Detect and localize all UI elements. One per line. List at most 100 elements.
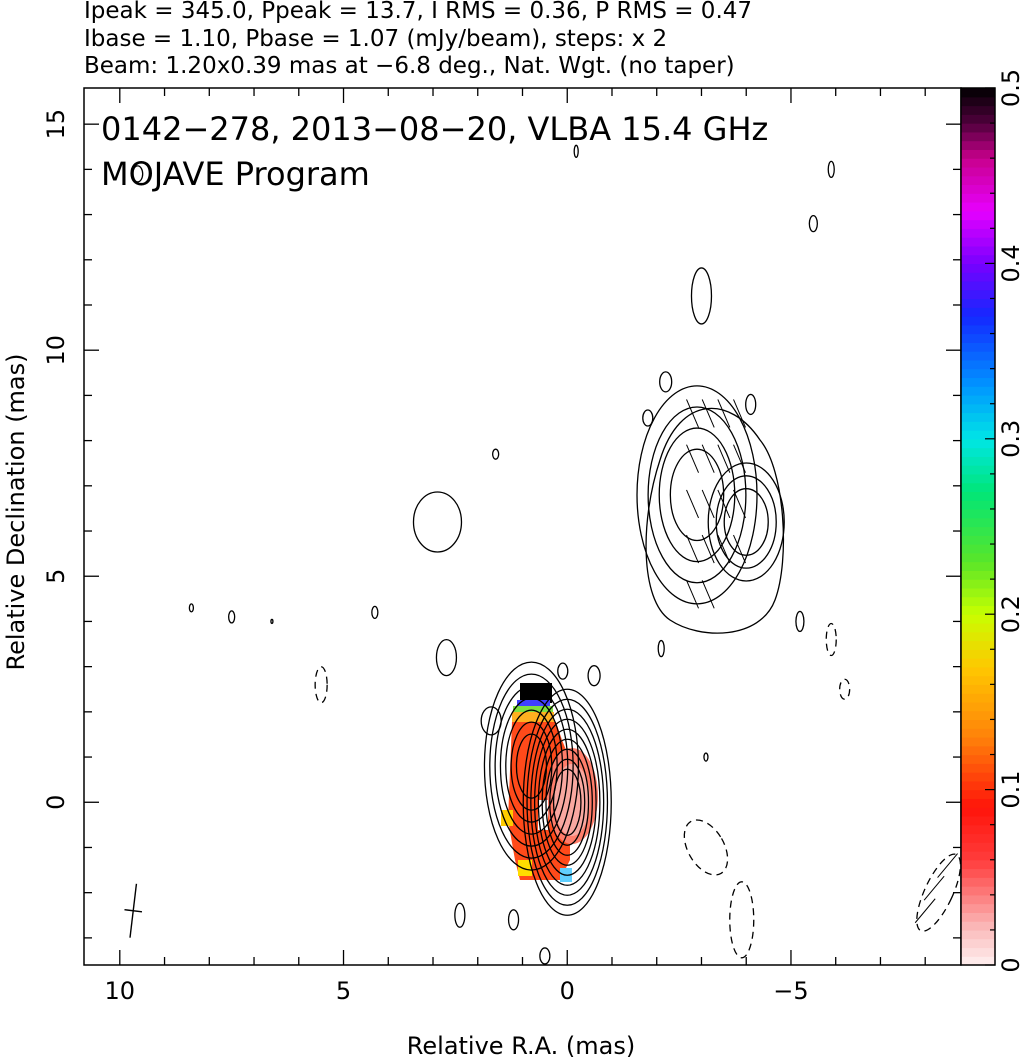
inner-jet-contour <box>510 721 553 811</box>
evpa-tick <box>717 534 731 564</box>
noise-contour <box>808 214 818 233</box>
colorbar-segment <box>961 508 995 519</box>
jet-knot-B-contour <box>707 462 785 582</box>
pol-blue-band <box>517 700 550 708</box>
colorbar-segment <box>961 675 995 685</box>
noise-contour <box>492 448 500 460</box>
colorbar-segment <box>961 105 995 115</box>
colorbar-segment <box>961 798 995 808</box>
colorbar-segment <box>961 316 995 326</box>
y-axis-label: Relative Declination (mas) <box>2 353 30 670</box>
colorbar-frame <box>960 87 996 966</box>
colorbar-segment <box>961 272 995 282</box>
colorbar-segment <box>961 219 995 229</box>
negative-contour <box>314 666 328 704</box>
colorbar-segment <box>961 789 995 799</box>
colorbar-segment <box>961 921 995 931</box>
colorbar-segment <box>961 263 995 273</box>
colorbar-tick-label: 0.2 <box>997 595 1022 633</box>
y-tick-label: 10 <box>42 335 70 366</box>
inner-jet-contour <box>505 709 558 823</box>
noise-contour <box>703 752 709 762</box>
noise-contour <box>690 267 713 325</box>
x-tick-label: 0 <box>560 977 575 1005</box>
colorbar-segment <box>961 456 995 466</box>
negative-contour <box>683 819 729 876</box>
beam-minor-axis <box>124 909 143 913</box>
pol-lower-yellow <box>518 860 532 876</box>
colorbar-segment <box>961 658 995 668</box>
noise-contour <box>454 902 466 928</box>
colorbar-segment <box>961 736 995 747</box>
colorbar-segment <box>961 307 995 317</box>
evpa-tick <box>686 489 699 519</box>
noise-contour <box>657 639 665 658</box>
core-contour <box>541 738 593 866</box>
colorbar-segment <box>961 394 995 405</box>
colorbar-segment <box>961 894 995 905</box>
map-title: 0142−278, 2013−08−20, VLBA 15.4 GHz <box>101 110 768 148</box>
colorbar-tick-label: 0.1 <box>997 771 1022 809</box>
beam-marker <box>124 883 143 938</box>
colorbar-segment <box>961 605 995 615</box>
colorbar-segment <box>961 938 995 949</box>
colorbar-segment <box>961 684 995 694</box>
evpa-tick <box>686 399 699 428</box>
colorbar-segment <box>961 772 995 782</box>
colorbar-segment <box>961 149 995 159</box>
colorbar-segment <box>961 596 995 607</box>
header-stats-line-1: Ipeak = 345.0, Ppeak = 13.7, I RMS = 0.3… <box>84 0 753 24</box>
colorbar-segment <box>961 368 995 379</box>
colorbar-segment <box>961 754 995 764</box>
colorbar-segment <box>961 877 995 887</box>
colorbar-segment <box>961 491 995 501</box>
colorbar-segment <box>961 447 995 457</box>
colorbar-segment <box>961 342 995 352</box>
intensity-contours <box>132 144 961 965</box>
evpa-tick <box>733 444 746 473</box>
evpa-tick <box>717 399 731 428</box>
colorbar-segment <box>961 88 995 98</box>
colorbar-segment <box>961 842 995 852</box>
evpa-vectors <box>686 399 958 924</box>
map-subtitle: MOJAVE Program <box>101 155 370 193</box>
colorbar-segment <box>961 202 995 212</box>
colorbar-segment <box>961 535 995 545</box>
noise-contour <box>412 491 463 553</box>
core-contour <box>537 728 597 876</box>
noise-contour <box>573 144 579 158</box>
colorbar-segment <box>961 526 995 536</box>
colorbar-segment <box>961 570 995 580</box>
evpa-tick <box>701 444 715 473</box>
colorbar-segment <box>961 359 995 370</box>
evpa-tick <box>733 534 746 564</box>
evpa-tick <box>914 898 936 924</box>
colorbar-segment <box>961 579 995 589</box>
noise-contour <box>480 706 502 736</box>
evpa-tick <box>717 489 731 519</box>
colorbar-segment <box>961 552 995 563</box>
pol-core-pink <box>554 764 590 836</box>
colorbar-segment <box>961 465 995 475</box>
colorbar-segment <box>961 517 995 528</box>
colorbar-segment <box>961 824 995 835</box>
colorbar-segment <box>961 956 995 966</box>
colorbar-segment <box>961 114 995 124</box>
colorbar-segment <box>961 833 995 843</box>
negative-contour <box>825 622 837 657</box>
noise-contour <box>587 665 601 687</box>
jet-knot-A-contour <box>647 406 747 584</box>
colorbar-segment <box>961 859 995 870</box>
noise-contour <box>270 618 274 625</box>
colorbar-segment <box>961 587 995 598</box>
axis-labels: 10 5 0 −5 0 5 10 15 <box>42 109 809 1005</box>
colorbar-segment <box>961 929 995 940</box>
evpa-tick <box>937 853 958 878</box>
colorbar-tick-label: 0 <box>997 957 1022 972</box>
colorbar-segment <box>961 140 995 150</box>
colorbar-segment <box>961 193 995 203</box>
colorbar-segment <box>961 631 995 642</box>
jet-knot-B-contour <box>723 488 769 556</box>
core-contour <box>522 688 612 916</box>
colorbar-segment <box>961 719 995 729</box>
